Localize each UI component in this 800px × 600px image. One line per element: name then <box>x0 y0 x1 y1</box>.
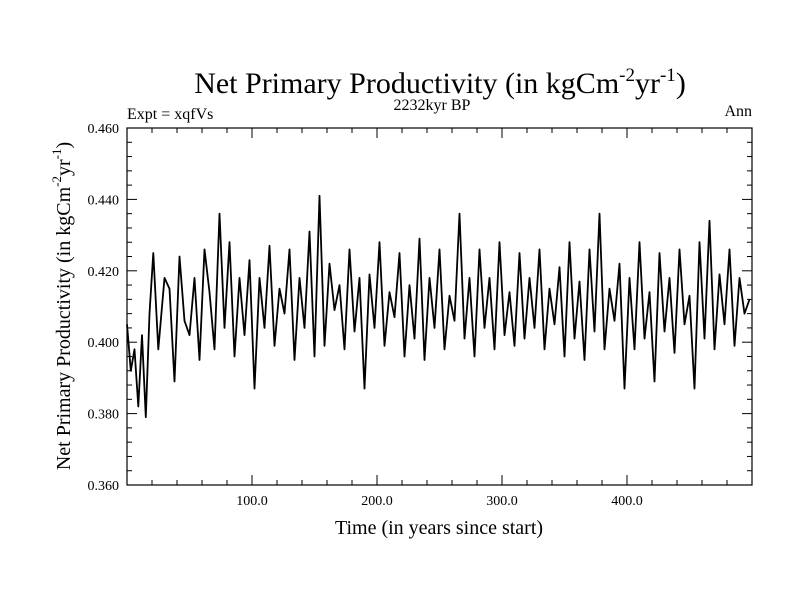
y-tick-label: 0.400 <box>88 336 120 351</box>
y-axis-label: Net Primary Productivity (in kgCm-2yr-1) <box>49 142 75 470</box>
tick-layer: 100.0 200.0 300.0 400.0 0.360 0.380 0.400 0.420… <box>88 122 752 509</box>
subtitle-experiment: Expt = xqfVs <box>127 106 213 123</box>
series-layer <box>126 194 751 419</box>
x-tick-label: 300.0 <box>486 494 518 509</box>
subtitle-season: Ann <box>724 103 752 120</box>
x-axis-label: Time (in years since start) <box>335 517 543 539</box>
y-tick-label: 0.460 <box>88 122 120 137</box>
x-tick-label: 200.0 <box>361 494 393 509</box>
plot-frame <box>126 127 753 486</box>
chart-title: Net Primary Productivity (in kgCm-2yr-1) <box>194 65 686 100</box>
y-tick-label: 0.440 <box>88 193 120 208</box>
series-line-0 <box>126 194 751 419</box>
y-tick-label: 0.420 <box>88 265 120 280</box>
x-tick-label: 100.0 <box>236 494 268 509</box>
y-tick-label: 0.380 <box>88 408 120 423</box>
subtitle-period: 2232kyr BP <box>394 97 471 114</box>
x-tick-label: 400.0 <box>611 494 643 509</box>
y-tick-label: 0.360 <box>88 479 120 494</box>
